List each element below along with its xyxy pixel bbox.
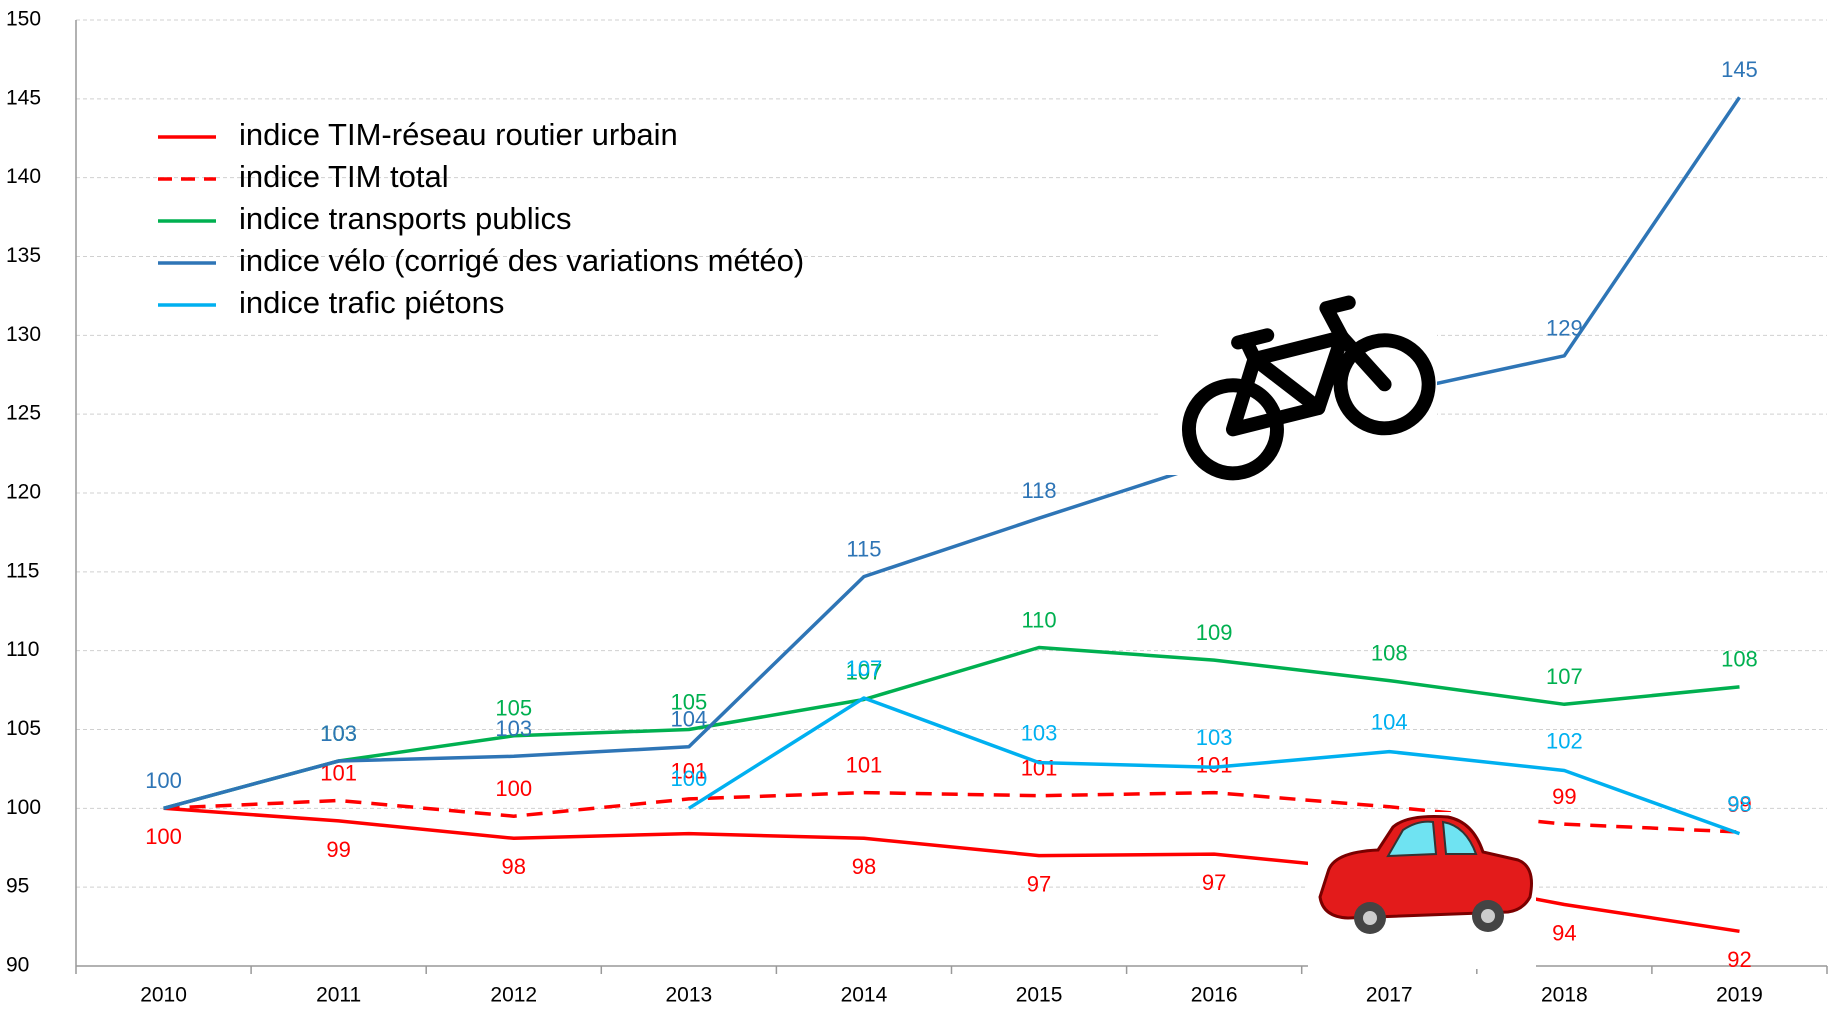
- data-label: 107: [1546, 664, 1583, 689]
- bicycle-icon: [1160, 277, 1440, 483]
- y-tick-label: 150: [6, 8, 41, 31]
- y-tick-label: 130: [6, 323, 41, 346]
- data-label: 102: [1546, 728, 1583, 753]
- data-label: 145: [1721, 57, 1758, 82]
- data-label: 94: [1552, 920, 1576, 945]
- data-label: 104: [670, 707, 707, 732]
- data-label: 100: [145, 824, 182, 849]
- data-label: 98: [1727, 791, 1751, 816]
- data-label: 118: [1022, 478, 1057, 503]
- legend: indice TIM-réseau routier urbain indice T…: [158, 117, 804, 320]
- legend-label: indice TIM total: [239, 159, 449, 194]
- car-icon: [1308, 812, 1536, 969]
- data-label: 99: [1552, 784, 1576, 809]
- x-tick-label: 2012: [490, 984, 537, 1007]
- data-label: 115: [846, 536, 881, 561]
- y-tick-label: 140: [6, 165, 41, 188]
- x-tick-label: 2017: [1366, 984, 1413, 1007]
- x-tick-label: 2018: [1541, 984, 1588, 1007]
- x-tick-label: 2019: [1716, 984, 1763, 1007]
- data-label: 129: [1546, 316, 1583, 341]
- data-label: 109: [1196, 620, 1233, 645]
- data-label: 100: [495, 776, 532, 801]
- legend-label: indice transports publics: [239, 201, 572, 236]
- y-tick-label: 120: [6, 481, 41, 504]
- data-label: 97: [1027, 871, 1051, 896]
- data-label: 98: [502, 854, 526, 879]
- data-label: 100: [670, 766, 707, 791]
- legend-label: indice vélo (corrigé des variations mété…: [239, 243, 804, 278]
- y-tick-label: 95: [6, 875, 29, 898]
- data-label: 104: [1371, 709, 1408, 734]
- x-tick-label: 2010: [140, 984, 187, 1007]
- data-label: 103: [1021, 720, 1058, 745]
- x-tick-label: 2013: [665, 984, 712, 1007]
- data-label: 99: [326, 837, 350, 862]
- data-label: 108: [1371, 640, 1408, 665]
- x-tick-label: 2011: [316, 984, 361, 1007]
- legend-label: indice TIM-réseau routier urbain: [239, 117, 678, 152]
- data-label: 101: [846, 752, 883, 777]
- data-label: 100: [145, 768, 182, 793]
- data-label: 103: [495, 716, 532, 741]
- chart: 90 95 100 105 110 115 120 125 130 135 140 145 150 201…: [0, 0, 1831, 1009]
- x-tick-label: 2014: [841, 984, 888, 1007]
- series-line: [164, 648, 1740, 809]
- data-label: 108: [1721, 647, 1758, 672]
- data-label: 98: [852, 854, 876, 879]
- data-label: 92: [1727, 947, 1751, 972]
- y-tick-label: 110: [6, 638, 39, 661]
- y-tick-label: 115: [6, 559, 39, 582]
- y-tick-label: 135: [6, 244, 41, 267]
- x-tick-label: 2016: [1191, 984, 1238, 1007]
- data-label: 107: [846, 656, 883, 681]
- legend-label: indice trafic piétons: [239, 285, 504, 320]
- data-label: 110: [1022, 607, 1057, 632]
- y-tick-label: 145: [6, 86, 41, 109]
- data-label: 103: [320, 721, 357, 746]
- y-tick-label: 125: [6, 402, 41, 425]
- data-label: 97: [1202, 870, 1226, 895]
- data-label: 103: [1196, 725, 1233, 750]
- x-tick-label: 2015: [1016, 984, 1063, 1007]
- y-tick-label: 105: [6, 717, 41, 740]
- y-tick-label: 100: [6, 796, 41, 819]
- y-tick-label: 90: [6, 954, 29, 977]
